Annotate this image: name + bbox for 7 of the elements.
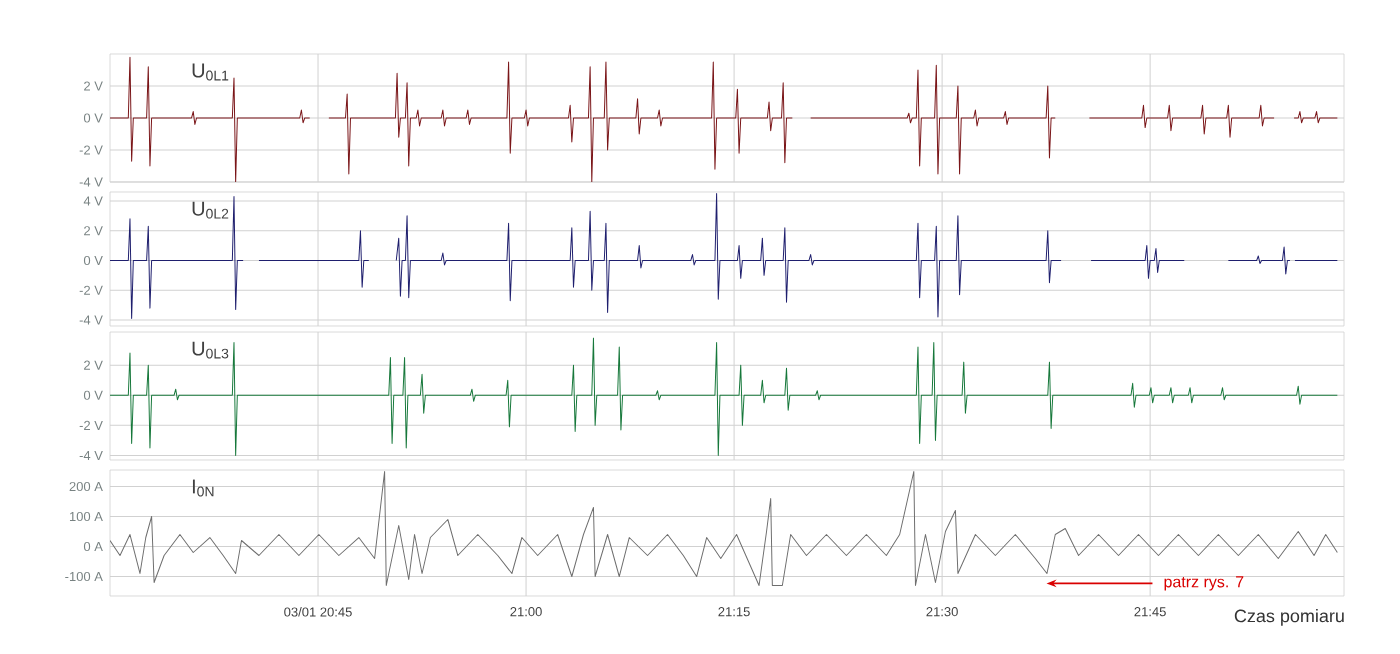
text: I$_{0N}$	[192, 479, 214, 497]
annotation: patrz rys. 7	[1164, 576, 1244, 591]
line-series	[110, 337, 1338, 456]
series-label: U$_{0L1}$	[192, 63, 229, 81]
x-axis-title: Czas pomiaru	[1234, 609, 1344, 626]
series-label: U$_{0L2}$	[192, 201, 229, 219]
series-label: U$_{0L3}$	[192, 341, 229, 359]
